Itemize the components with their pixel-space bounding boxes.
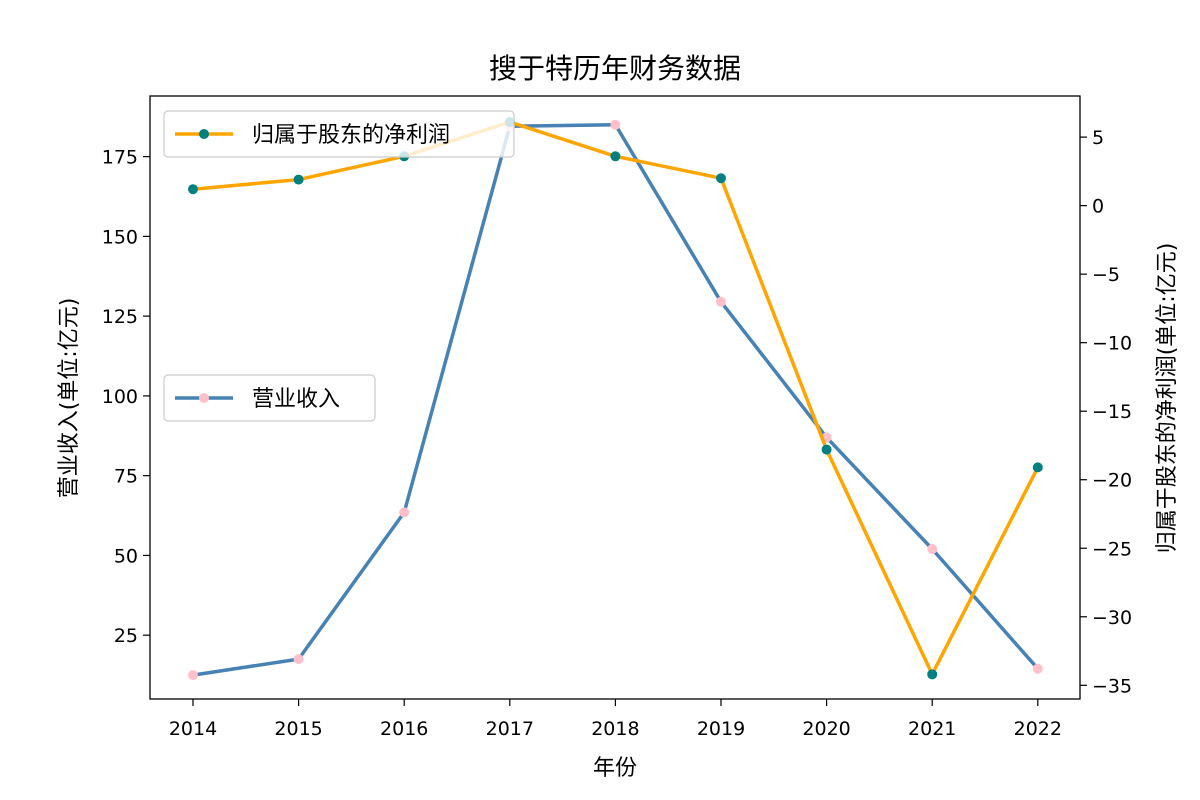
x-tick-label: 2022 — [1014, 718, 1062, 740]
right-y-tick-label: −30 — [1092, 607, 1132, 629]
left-y-tick-label: 100 — [102, 386, 138, 408]
left-y-tick-label: 25 — [114, 625, 138, 647]
data-point-profit — [188, 184, 198, 195]
legend-revenue-label: 营业收入 — [252, 387, 340, 412]
data-point-revenue — [716, 296, 726, 307]
right-y-tick-label: −20 — [1092, 470, 1132, 492]
left-y-tick-label: 150 — [102, 226, 138, 248]
left-y-axis-label: 营业收入(单位:亿元) — [57, 298, 82, 499]
x-axis-label: 年份 — [593, 756, 637, 781]
data-point-revenue — [1032, 663, 1043, 674]
legend-revenue-marker-swatch — [199, 393, 209, 403]
data-point-profit — [293, 174, 304, 185]
legend-profit: 归属于股东的净利润 — [163, 110, 515, 158]
left-y-tick-label: 125 — [102, 306, 138, 328]
right-y-tick-label: −5 — [1092, 264, 1120, 286]
data-point-revenue — [188, 670, 198, 681]
legend-profit-box — [163, 110, 515, 158]
data-point-revenue — [293, 654, 304, 665]
left-y-tick-label: 50 — [114, 545, 138, 567]
data-point-revenue — [399, 507, 410, 518]
right-y-tick-label: 5 — [1092, 127, 1104, 149]
right-y-tick-label: 0 — [1092, 196, 1104, 218]
right-y-axis-label: 归属于股东的净利润(单位:亿元) — [1155, 243, 1180, 554]
data-point-profit — [927, 669, 938, 680]
data-point-profit — [821, 444, 832, 455]
right-y-tick-label: −15 — [1092, 401, 1132, 423]
x-tick-label: 2020 — [802, 718, 850, 740]
x-tick-label: 2018 — [591, 718, 639, 740]
x-tick-label: 2019 — [697, 718, 745, 740]
legend-profit-marker-swatch — [199, 129, 209, 139]
data-point-revenue — [927, 544, 938, 555]
x-tick-label: 2016 — [380, 718, 428, 740]
legend-revenue: 营业收入 — [163, 374, 376, 422]
data-point-profit — [716, 173, 726, 184]
data-point-profit — [610, 151, 621, 162]
left-y-tick-label: 175 — [102, 147, 138, 169]
data-point-revenue — [610, 119, 621, 130]
right-y-tick-label: −35 — [1092, 675, 1132, 697]
x-tick-label: 2014 — [169, 718, 217, 740]
x-tick-label: 2017 — [486, 718, 534, 740]
legend-profit-label: 归属于股东的净利润 — [252, 123, 450, 148]
data-point-profit — [1032, 462, 1043, 473]
axes-ticks: 2014 2015 2016 2017 2018 2019 2020 2021 20222550… — [102, 127, 1132, 740]
plot-area — [188, 117, 1043, 681]
right-y-tick-label: −25 — [1092, 538, 1132, 560]
x-tick-label: 2015 — [274, 718, 322, 740]
x-tick-label: 2021 — [908, 718, 956, 740]
chart-title: 搜于特历年财务数据 — [489, 52, 741, 85]
left-y-tick-label: 75 — [114, 466, 138, 488]
legend-revenue-box — [163, 374, 376, 422]
right-y-tick-label: −10 — [1092, 333, 1132, 355]
